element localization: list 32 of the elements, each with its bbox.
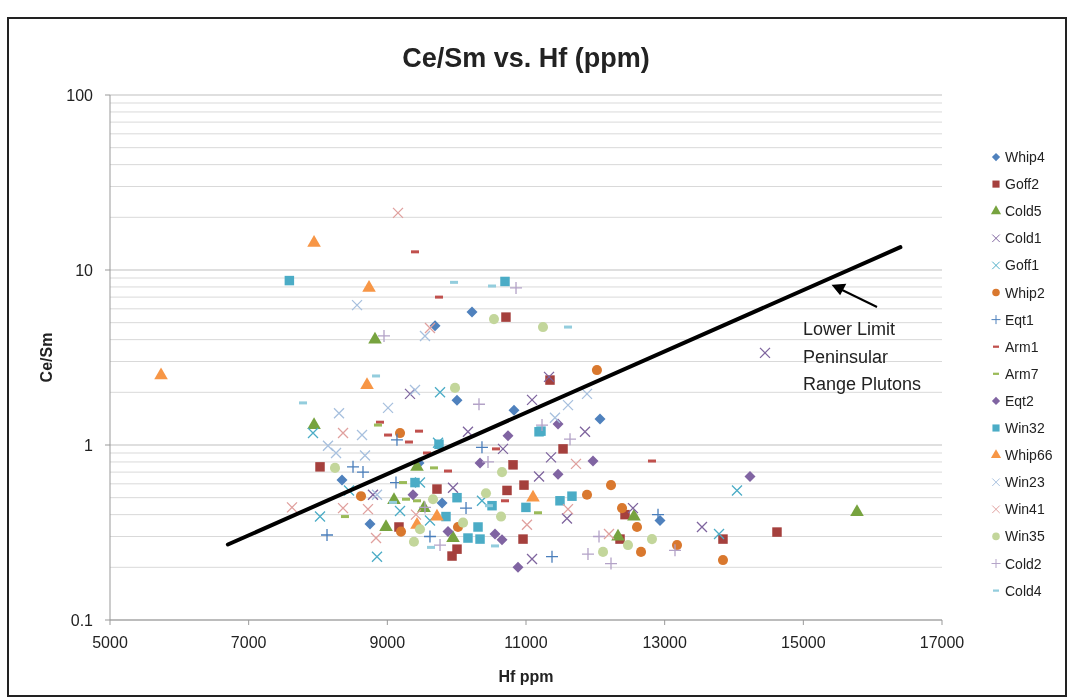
y-tick-label: 1 xyxy=(84,437,94,454)
y-tick-label: 100 xyxy=(66,87,94,104)
x-tick-label: 17000 xyxy=(919,634,965,651)
legend-label: Cold2 xyxy=(1005,555,1042,572)
y-axis-title: Ce/Sm xyxy=(38,332,55,383)
legend-label: Win23 xyxy=(1005,474,1045,491)
y-tick-label: 0.1 xyxy=(70,612,94,629)
chart-title: Ce/Sm vs. Hf (ppm) xyxy=(402,43,650,73)
legend-label: Goff1 xyxy=(1005,257,1040,274)
legend-label: Cold5 xyxy=(1005,203,1042,220)
x-tick-label: 7000 xyxy=(230,634,267,651)
legend-label: Win35 xyxy=(1005,528,1045,545)
legend-label: Whip2 xyxy=(1005,284,1045,301)
legend-label: Eqt1 xyxy=(1005,311,1035,328)
x-tick-label: 5000 xyxy=(92,634,128,651)
legend-label: Arm1 xyxy=(1005,338,1039,355)
legend-label: Cold1 xyxy=(1005,230,1042,247)
legend-label: Win41 xyxy=(1005,501,1045,518)
x-tick-label: 13000 xyxy=(642,634,688,651)
legend-label: Whip4 xyxy=(1005,149,1045,165)
x-tick-label: 11000 xyxy=(504,634,548,651)
legend-label: Whip66 xyxy=(1005,447,1053,464)
legend-label: Win32 xyxy=(1005,420,1045,436)
legend-label: Goff2 xyxy=(1005,176,1040,193)
x-tick-label: 9000 xyxy=(369,634,406,651)
legend-label: Arm7 xyxy=(1005,365,1039,382)
y-tick-label: 10 xyxy=(75,262,94,279)
x-tick-label: 15000 xyxy=(781,634,826,651)
legend-label: Cold4 xyxy=(1005,582,1042,599)
x-axis-title: Hf ppm xyxy=(498,668,554,685)
annotation: Lower Limit Peninsular Range Plutons xyxy=(803,319,922,394)
legend-label: Eqt2 xyxy=(1005,392,1035,409)
